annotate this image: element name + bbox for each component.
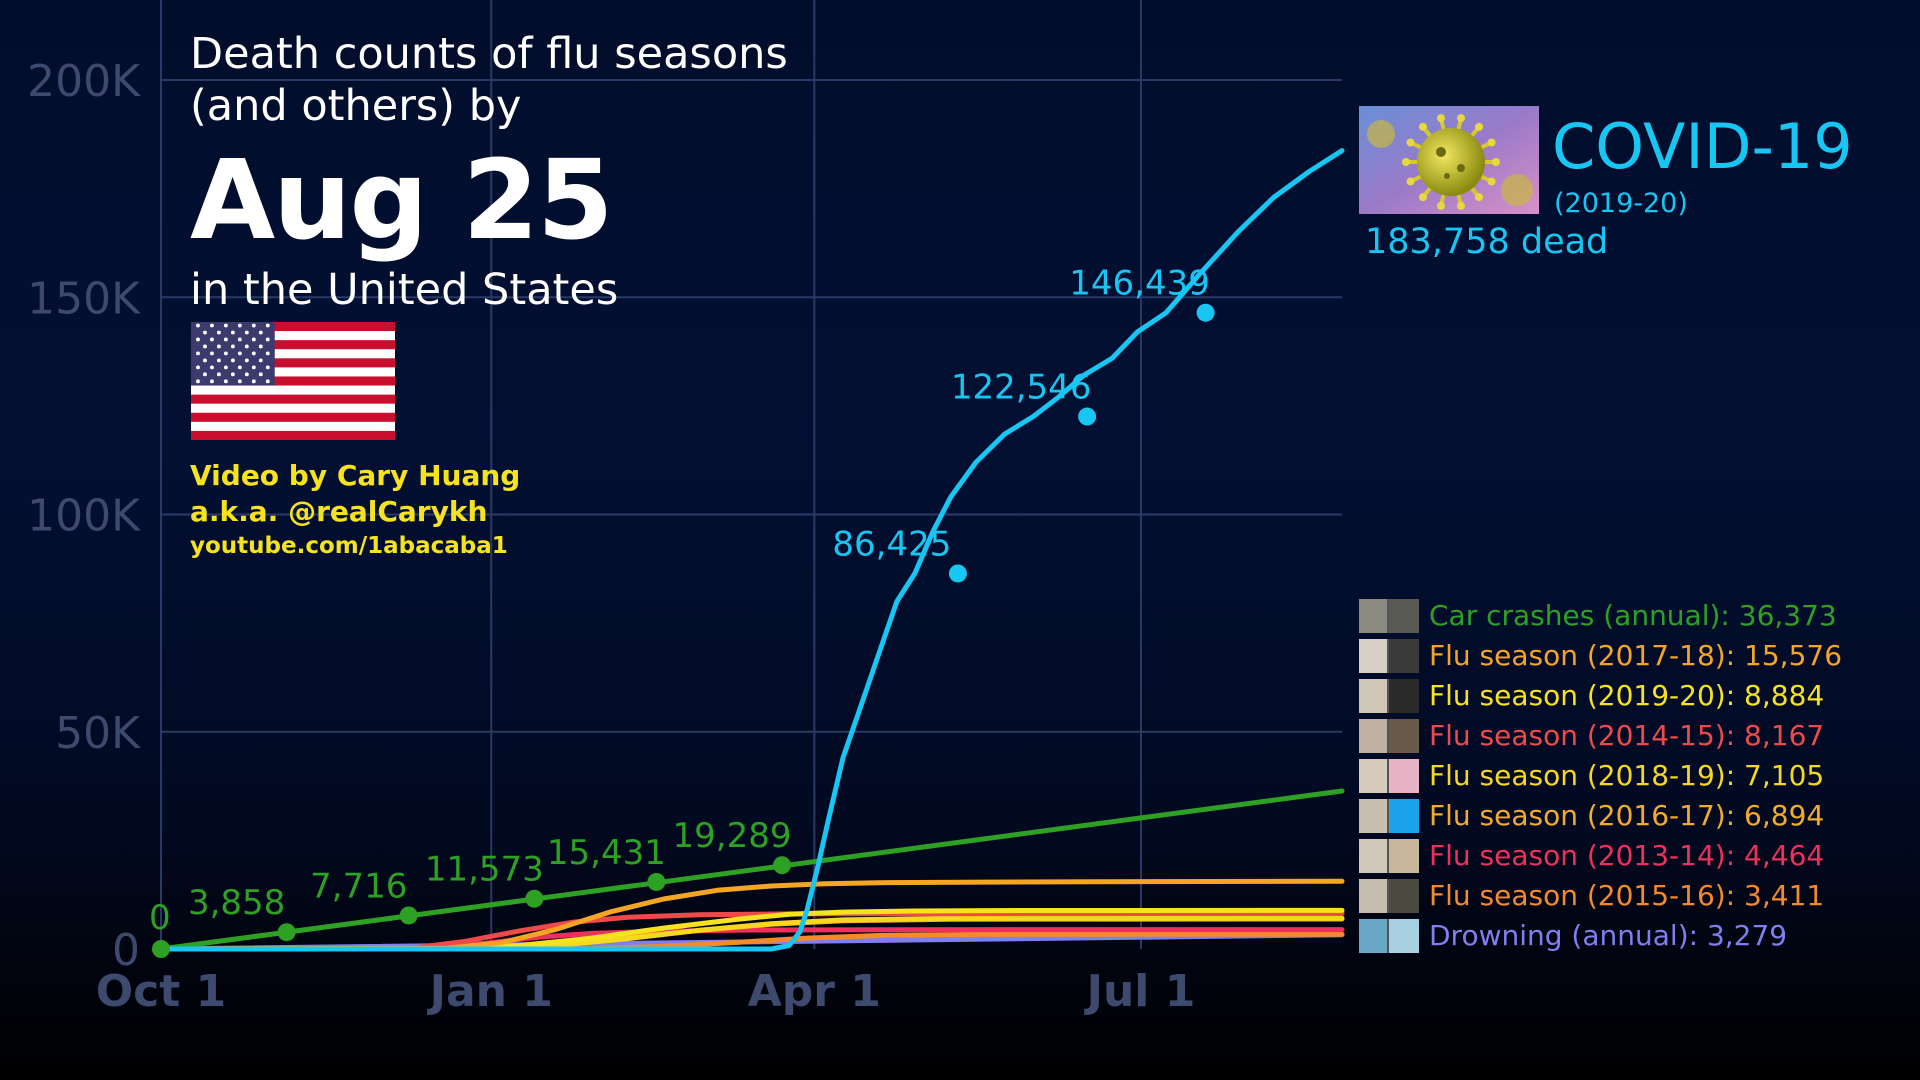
- data-point: [1196, 303, 1215, 322]
- covid-series-name: COVID-19: [1552, 110, 1853, 183]
- chart-title-line2: (and others) by: [190, 81, 522, 131]
- legend-item: Flu season (2016-17): 6,894: [1359, 796, 1919, 836]
- data-label: 7,716: [310, 866, 407, 906]
- us-flag-icon: [191, 322, 395, 440]
- covid-season: (2019-20): [1554, 188, 1688, 219]
- x-tick-label: Jan 1: [427, 966, 553, 1017]
- series-line-car-crashes-annual: [158, 788, 1345, 952]
- credits: Video by Cary Huang a.k.a. @realCarykh y…: [190, 458, 520, 562]
- y-tick-label: 0: [112, 925, 140, 976]
- legend-label: Flu season (2013-14): 4,464: [1429, 839, 1825, 872]
- legend-thumbnail-icon: [1359, 799, 1419, 833]
- credit-handle: a.k.a. @realCarykh: [190, 495, 488, 528]
- title-block: Death counts of flu seasons (and others)…: [190, 28, 990, 316]
- data-label: 122,546: [951, 368, 1092, 408]
- y-tick-label: 200K: [27, 56, 141, 107]
- legend-thumbnail-icon: [1359, 839, 1419, 873]
- legend-label: Flu season (2017-18): 15,576: [1429, 639, 1843, 672]
- data-point: [152, 940, 170, 958]
- legend-item: Flu season (2014-15): 8,167: [1359, 716, 1919, 756]
- data-point: [399, 906, 418, 925]
- data-label: 19,289: [673, 816, 792, 856]
- legend-label: Flu season (2019-20): 8,884: [1429, 679, 1825, 712]
- x-tick-label: Jul 1: [1084, 966, 1196, 1017]
- y-tick-label: 50K: [55, 708, 141, 759]
- legend-item: Car crashes (annual): 36,373: [1359, 596, 1919, 636]
- legend-thumbnail-icon: [1359, 879, 1419, 913]
- legend-thumbnail-icon: [1359, 599, 1419, 633]
- series-line-flu-season-2017-18: [158, 878, 1345, 952]
- legend-label: Drowning (annual): 3,279: [1429, 919, 1788, 952]
- data-point: [948, 564, 967, 583]
- data-label: 15,431: [547, 833, 666, 873]
- data-label: 86,425: [832, 524, 951, 564]
- data-label: 0: [149, 898, 171, 938]
- data-label: 146,439: [1069, 264, 1210, 304]
- legend-thumbnail-icon: [1359, 759, 1419, 793]
- legend: Car crashes (annual): 36,373 Flu season (…: [1359, 596, 1919, 956]
- covid-label-block: COVID-19 (2019-20) 183,758 dead: [1359, 106, 1899, 266]
- legend-item: Flu season (2013-14): 4,464: [1359, 836, 1919, 876]
- data-point: [647, 872, 666, 891]
- chart-series: [158, 148, 1345, 952]
- y-tick-label: 100K: [27, 491, 141, 542]
- legend-label: Flu season (2016-17): 6,894: [1429, 799, 1825, 832]
- legend-item: Flu season (2018-19): 7,105: [1359, 756, 1919, 796]
- data-point: [525, 889, 544, 908]
- coronavirus-image-icon: [1359, 106, 1539, 214]
- legend-item: Flu season (2019-20): 8,884: [1359, 676, 1919, 716]
- data-point: [773, 856, 792, 875]
- data-label: 3,858: [188, 883, 285, 923]
- chart-grid: [160, 0, 1342, 949]
- legend-thumbnail-icon: [1359, 719, 1419, 753]
- legend-label: Flu season (2015-16): 3,411: [1429, 879, 1825, 912]
- x-tick-label: Oct 1: [96, 966, 226, 1017]
- series-line-covid-19: [158, 148, 1345, 952]
- x-tick-label: Apr 1: [748, 966, 881, 1017]
- current-date: Aug 25: [190, 136, 614, 264]
- data-point: [277, 923, 296, 942]
- y-axis-ticks: 0 50K 100K 150K 200K: [27, 56, 141, 976]
- legend-item: Drowning (annual): 3,279: [1359, 916, 1919, 956]
- legend-thumbnail-icon: [1359, 679, 1419, 713]
- legend-label: Flu season (2018-19): 7,105: [1429, 759, 1825, 792]
- y-tick-label: 150K: [27, 273, 141, 324]
- credit-channel-link[interactable]: youtube.com/1abacaba1: [190, 533, 508, 559]
- legend-thumbnail-icon: [1359, 639, 1419, 673]
- chart-subtitle: in the United States: [190, 265, 619, 315]
- chart-title-line1: Death counts of flu seasons: [190, 29, 788, 79]
- legend-item: Flu season (2017-18): 15,576: [1359, 636, 1919, 676]
- legend-item: Flu season (2015-16): 3,411: [1359, 876, 1919, 916]
- legend-label: Car crashes (annual): 36,373: [1429, 599, 1837, 632]
- x-axis-ticks: Oct 1 Jan 1 Apr 1 Jul 1: [96, 966, 1196, 1017]
- legend-label: Flu season (2014-15): 8,167: [1429, 719, 1825, 752]
- covid-death-count: 183,758 dead: [1365, 222, 1609, 262]
- data-label: 11,573: [425, 850, 544, 890]
- credit-author: Video by Cary Huang: [190, 459, 521, 492]
- legend-thumbnail-icon: [1359, 919, 1419, 953]
- data-point: [1078, 407, 1097, 426]
- chart-markers: 86,425 122,546 146,439 0 3,858 7,716 11,573 15,…: [149, 264, 1215, 958]
